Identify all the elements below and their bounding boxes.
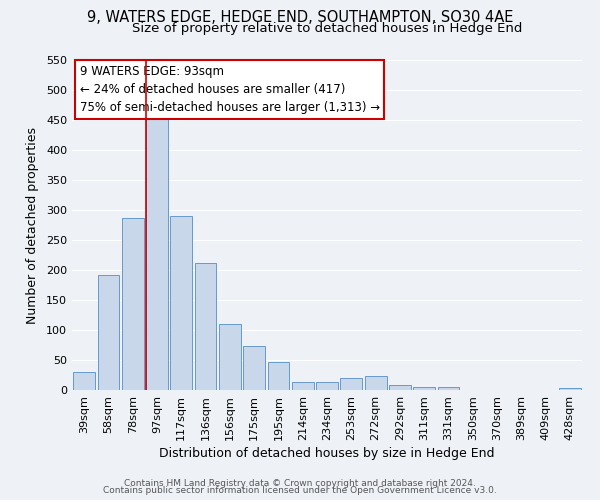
Bar — [268, 362, 289, 390]
Y-axis label: Number of detached properties: Number of detached properties — [26, 126, 39, 324]
Bar — [243, 346, 265, 390]
Bar — [340, 378, 362, 390]
Bar — [194, 263, 217, 390]
X-axis label: Distribution of detached houses by size in Hedge End: Distribution of detached houses by size … — [159, 447, 495, 460]
Text: 9, WATERS EDGE, HEDGE END, SOUTHAMPTON, SO30 4AE: 9, WATERS EDGE, HEDGE END, SOUTHAMPTON, … — [87, 10, 513, 25]
Bar — [316, 382, 338, 390]
Bar — [389, 384, 411, 390]
Bar — [73, 372, 95, 390]
Bar — [170, 216, 192, 390]
Title: Size of property relative to detached houses in Hedge End: Size of property relative to detached ho… — [132, 22, 522, 35]
Bar — [219, 324, 241, 390]
Bar — [292, 382, 314, 390]
Bar — [365, 376, 386, 390]
Bar — [437, 387, 460, 390]
Bar — [97, 275, 119, 390]
Text: 9 WATERS EDGE: 93sqm
← 24% of detached houses are smaller (417)
75% of semi-deta: 9 WATERS EDGE: 93sqm ← 24% of detached h… — [80, 65, 380, 114]
Bar — [122, 218, 143, 390]
Bar — [146, 114, 168, 390]
Bar — [413, 387, 435, 390]
Text: Contains public sector information licensed under the Open Government Licence v3: Contains public sector information licen… — [103, 486, 497, 495]
Text: Contains HM Land Registry data © Crown copyright and database right 2024.: Contains HM Land Registry data © Crown c… — [124, 478, 476, 488]
Bar — [559, 388, 581, 390]
